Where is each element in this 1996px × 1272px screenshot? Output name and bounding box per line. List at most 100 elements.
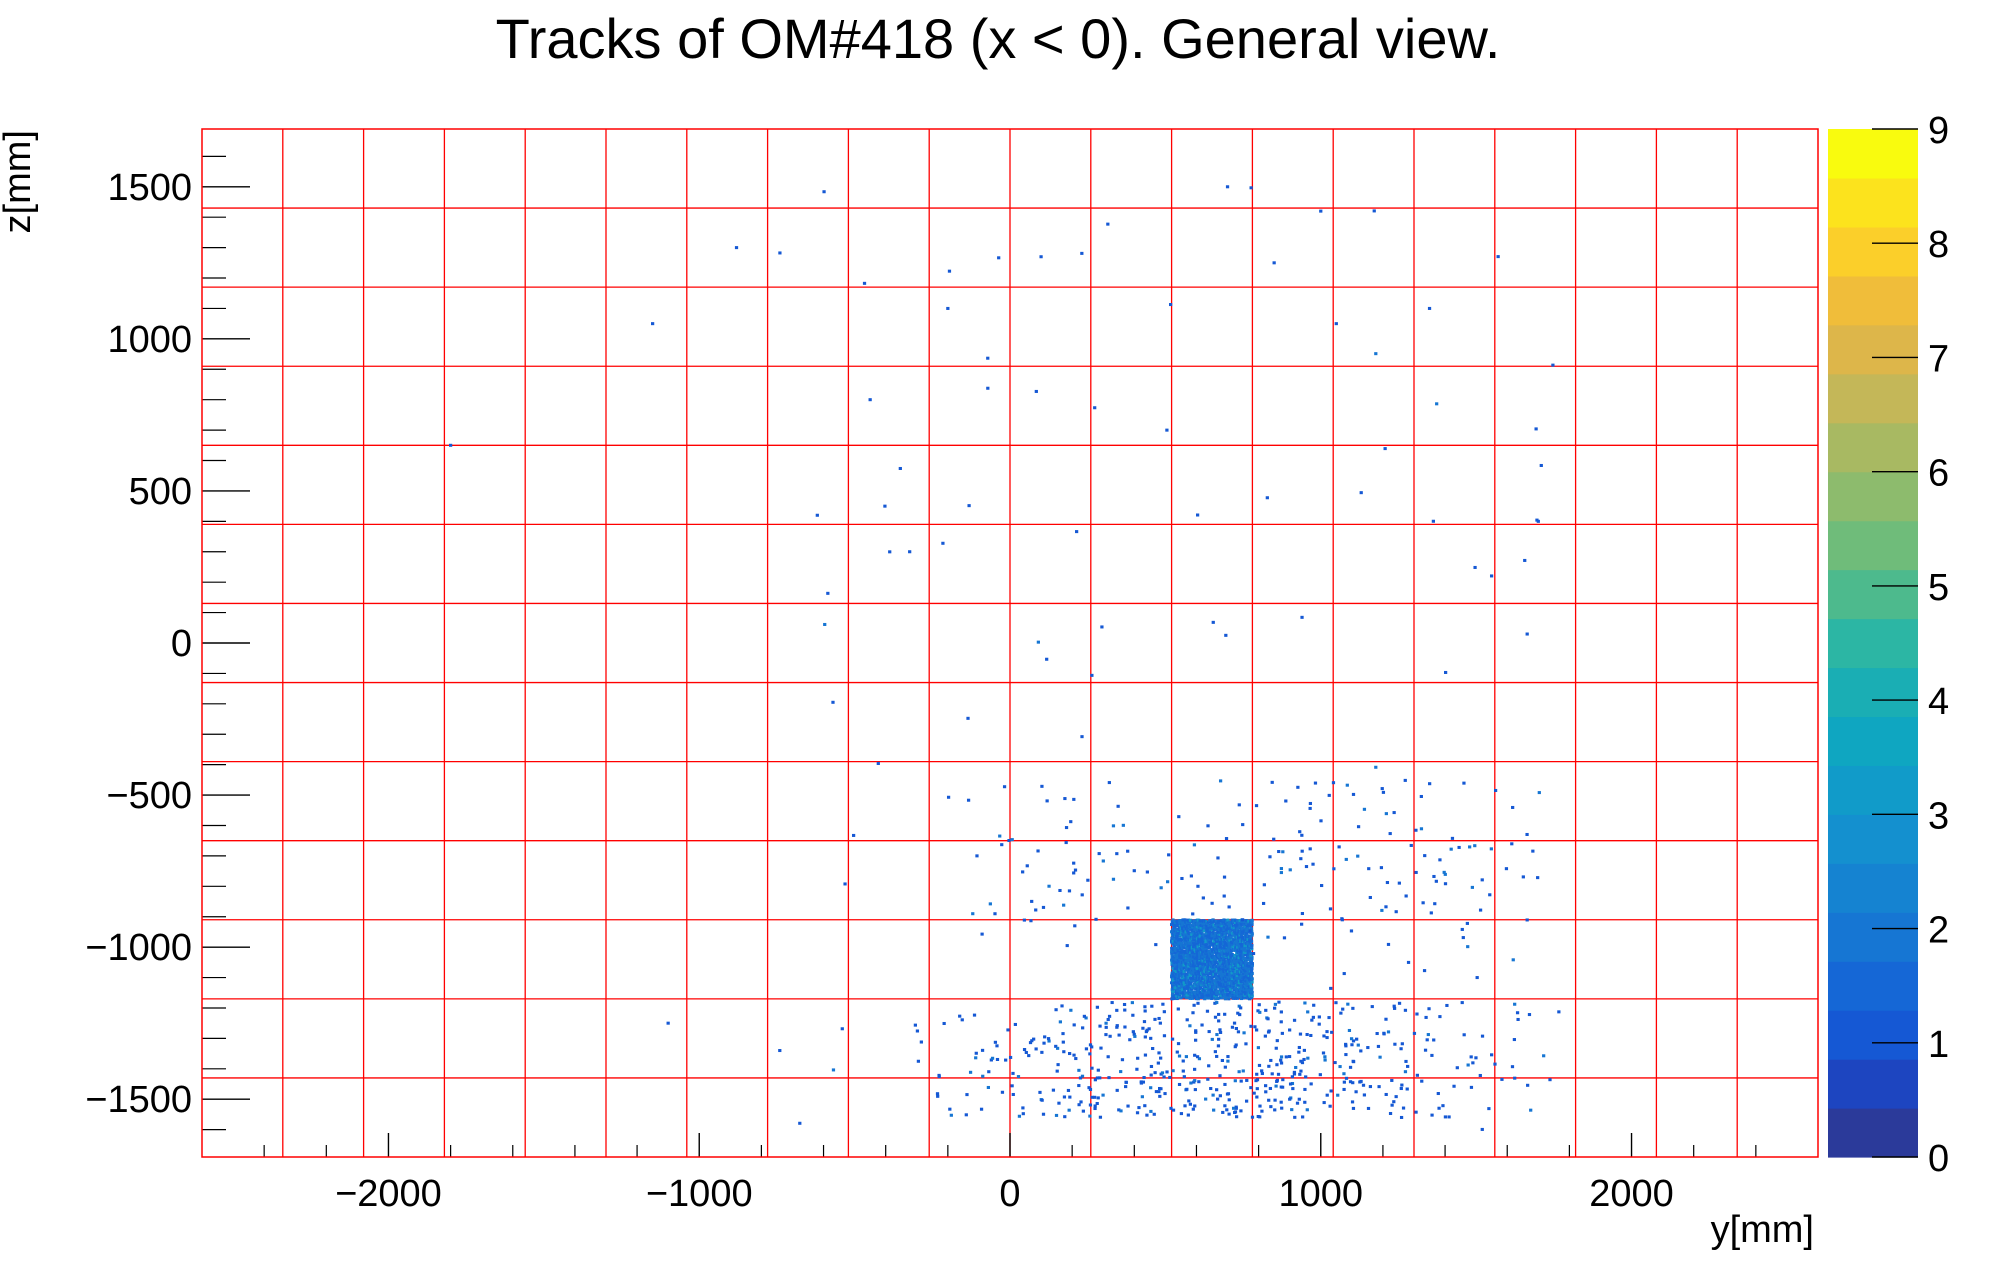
halo-point [971, 912, 975, 916]
dense-point [1184, 943, 1188, 947]
dense-point [1220, 956, 1224, 960]
halo-point [1279, 1061, 1284, 1065]
halo-point [1381, 790, 1386, 794]
dense-point [1244, 959, 1248, 963]
halo-point [960, 1018, 964, 1022]
halo-point [1504, 867, 1509, 871]
dense-point [1224, 941, 1228, 945]
halo-point [1081, 1109, 1085, 1113]
halo-point [987, 1070, 991, 1074]
dense-point [1245, 925, 1250, 929]
halo-point [975, 854, 979, 858]
dense-point [1232, 958, 1236, 962]
dense-point [1195, 922, 1199, 926]
halo-point [1040, 784, 1044, 788]
dense-point [1190, 956, 1194, 960]
dense-point [1226, 995, 1231, 999]
dense-point [1213, 948, 1217, 952]
halo-point [1106, 1055, 1110, 1059]
halo-point [1215, 1033, 1219, 1037]
halo-point [1063, 1115, 1067, 1119]
sparse-point [946, 306, 950, 310]
halo-point [1267, 1029, 1271, 1033]
dense-point [1245, 919, 1249, 923]
halo-point [1227, 1112, 1231, 1116]
dense-point [1201, 971, 1205, 975]
halo-point [1279, 871, 1284, 875]
halo-point [1441, 1104, 1445, 1108]
halo-point [1322, 1034, 1326, 1038]
dense-point [1225, 968, 1229, 972]
dense-point [1234, 970, 1238, 974]
halo-point [1065, 944, 1069, 948]
dense-point [1236, 971, 1240, 975]
dense-point [1249, 996, 1254, 1000]
dense-point [1188, 982, 1192, 986]
dense-point [1249, 952, 1253, 956]
colorbar-band [1828, 667, 1918, 718]
dense-point [1231, 995, 1235, 999]
halo-point [1500, 1077, 1504, 1081]
halo-point [1077, 1103, 1081, 1107]
dense-point [1204, 949, 1208, 953]
halo-point [1253, 1025, 1257, 1029]
halo-point [1230, 1025, 1235, 1029]
halo-point [1116, 804, 1120, 808]
dense-point [1220, 946, 1225, 950]
halo-point [1101, 859, 1105, 863]
dense-point [1202, 976, 1207, 980]
halo-point [1462, 1033, 1466, 1037]
halo-point [1191, 912, 1195, 916]
dense-point [1201, 939, 1205, 943]
halo-point [1187, 1099, 1191, 1103]
halo-point [1347, 1028, 1352, 1032]
dense-point [1239, 919, 1244, 923]
halo-point [1359, 1049, 1363, 1053]
halo-point [1298, 1072, 1302, 1076]
halo-point [1274, 1046, 1278, 1050]
halo-point [1192, 843, 1197, 847]
halo-point [1329, 1089, 1333, 1093]
dense-point [1217, 925, 1221, 929]
dense-point [1234, 986, 1238, 990]
dense-point [1219, 993, 1224, 997]
dense-point [1243, 941, 1247, 945]
dense-point [1224, 935, 1228, 939]
colorbar-band [1828, 716, 1918, 766]
halo-point [1415, 1073, 1419, 1077]
colorbar-band [1828, 373, 1918, 424]
halo-point [1028, 1041, 1033, 1045]
dense-point [1176, 959, 1180, 963]
halo-point [1298, 830, 1302, 834]
sparse-point [1288, 1097, 1292, 1101]
halo-point [1200, 1023, 1204, 1027]
dense-point [1178, 962, 1182, 966]
dense-point [1174, 986, 1178, 990]
halo-point [1384, 812, 1388, 816]
dense-point [1250, 966, 1254, 970]
halo-point [1236, 1030, 1241, 1034]
halo-point [1322, 1101, 1326, 1105]
dense-point [1186, 982, 1190, 986]
halo-point [1392, 1006, 1397, 1010]
halo-point [1426, 1033, 1430, 1037]
halo-point [778, 1049, 782, 1053]
halo-point [1251, 952, 1256, 956]
dense-point [1174, 943, 1179, 947]
dense-point [1206, 970, 1210, 974]
dense-point [1197, 963, 1201, 967]
dense-point [1216, 989, 1221, 993]
halo-point [1268, 1086, 1273, 1090]
halo-point [1339, 1011, 1343, 1015]
dense-point [1244, 950, 1248, 954]
dense-point [1184, 974, 1188, 978]
halo-point [1248, 929, 1252, 933]
dense-point [1185, 965, 1189, 969]
halo-point [1292, 1072, 1297, 1076]
halo-point [1393, 1042, 1397, 1046]
halo-point [1359, 491, 1363, 495]
dense-point [1226, 972, 1230, 976]
halo-point [1227, 905, 1231, 909]
dense-point [1217, 968, 1221, 972]
